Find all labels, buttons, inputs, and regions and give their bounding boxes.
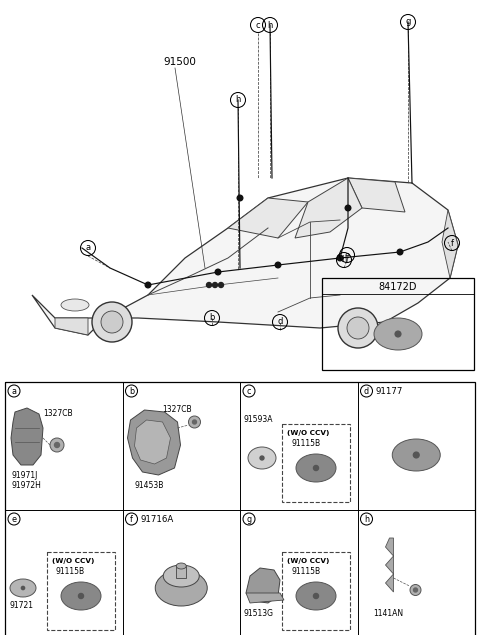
Circle shape: [50, 438, 64, 452]
Circle shape: [213, 283, 217, 288]
Text: h: h: [267, 20, 273, 29]
Polygon shape: [128, 410, 180, 475]
Text: 1141AN: 1141AN: [373, 610, 404, 618]
Text: 91971J: 91971J: [11, 472, 37, 481]
Circle shape: [218, 283, 224, 288]
Text: f: f: [451, 239, 454, 248]
Polygon shape: [32, 178, 458, 335]
Text: d: d: [364, 387, 369, 396]
Text: 91115B: 91115B: [291, 568, 320, 577]
Text: 91453B: 91453B: [134, 481, 164, 490]
Bar: [282, 552, 350, 630]
Ellipse shape: [296, 454, 336, 482]
Text: 91716A: 91716A: [141, 514, 174, 523]
Bar: [282, 424, 350, 502]
Circle shape: [338, 308, 378, 348]
Ellipse shape: [392, 439, 440, 471]
Text: 91115B: 91115B: [56, 568, 85, 577]
Polygon shape: [246, 568, 280, 603]
Ellipse shape: [61, 582, 101, 610]
Circle shape: [413, 588, 418, 592]
Ellipse shape: [163, 565, 199, 587]
Text: g: g: [405, 18, 411, 27]
Text: 1327CB: 1327CB: [43, 410, 72, 418]
Circle shape: [275, 262, 281, 268]
Ellipse shape: [248, 447, 276, 469]
Text: 91972H: 91972H: [11, 481, 41, 490]
Bar: [322, 278, 474, 370]
Text: e: e: [12, 514, 16, 523]
Text: 1327CB: 1327CB: [163, 406, 192, 415]
Circle shape: [397, 249, 403, 255]
Circle shape: [206, 283, 212, 288]
Circle shape: [192, 420, 196, 424]
Circle shape: [337, 255, 343, 261]
Circle shape: [313, 465, 319, 471]
Text: (W/O CCV): (W/O CCV): [287, 558, 329, 564]
Text: c: c: [256, 20, 260, 29]
Polygon shape: [385, 538, 394, 592]
Circle shape: [92, 302, 132, 342]
Bar: [47, 552, 115, 630]
Text: a: a: [85, 243, 91, 253]
Circle shape: [395, 331, 401, 337]
Text: 91177: 91177: [375, 387, 403, 396]
Circle shape: [145, 282, 151, 288]
Bar: [5, 382, 475, 635]
Text: (W/O CCV): (W/O CCV): [52, 558, 95, 564]
Ellipse shape: [176, 563, 186, 569]
Text: d: d: [277, 318, 283, 326]
Polygon shape: [55, 318, 88, 335]
Circle shape: [347, 317, 369, 339]
Polygon shape: [348, 178, 405, 212]
Text: h: h: [235, 95, 240, 105]
Text: f: f: [130, 514, 133, 523]
Text: b: b: [129, 387, 134, 396]
Circle shape: [413, 452, 419, 458]
Text: h: h: [341, 255, 347, 265]
Text: 84172D: 84172D: [379, 282, 417, 292]
Text: (W/O CCV): (W/O CCV): [287, 430, 329, 436]
Bar: [176, 566, 186, 578]
Ellipse shape: [296, 582, 336, 610]
Polygon shape: [228, 198, 308, 238]
Ellipse shape: [155, 570, 207, 606]
Circle shape: [189, 416, 201, 428]
Polygon shape: [246, 593, 284, 603]
Text: g: g: [246, 514, 252, 523]
Text: 91513G: 91513G: [244, 608, 274, 617]
Polygon shape: [11, 408, 43, 465]
Circle shape: [345, 205, 351, 211]
Text: 91115B: 91115B: [291, 439, 320, 448]
Text: c: c: [247, 387, 251, 396]
Text: 91500: 91500: [163, 57, 196, 67]
Circle shape: [79, 594, 84, 599]
Circle shape: [260, 456, 264, 460]
Circle shape: [237, 195, 243, 201]
Text: e: e: [344, 250, 349, 260]
Polygon shape: [295, 178, 362, 238]
Polygon shape: [442, 210, 458, 278]
Ellipse shape: [61, 299, 89, 311]
Text: a: a: [12, 387, 16, 396]
Text: b: b: [209, 314, 215, 323]
Circle shape: [55, 443, 60, 448]
Polygon shape: [134, 420, 170, 464]
Circle shape: [313, 594, 319, 599]
Circle shape: [101, 311, 123, 333]
Text: h: h: [364, 514, 369, 523]
Circle shape: [215, 269, 221, 275]
Text: 91593A: 91593A: [244, 415, 274, 425]
Ellipse shape: [374, 318, 422, 350]
Text: 91721: 91721: [10, 601, 34, 610]
Circle shape: [22, 586, 24, 590]
Circle shape: [410, 584, 421, 596]
Ellipse shape: [10, 579, 36, 597]
